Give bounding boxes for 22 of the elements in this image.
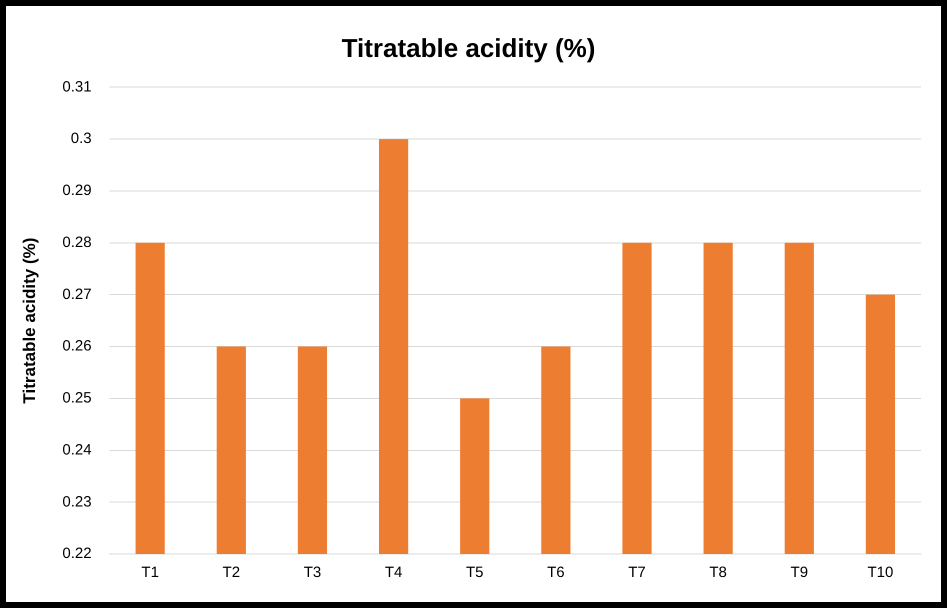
x-tick-label: T2	[222, 564, 240, 582]
y-tick-label: 0.24	[62, 441, 92, 458]
y-tick-label: 0.29	[62, 182, 92, 200]
y-tick-label: 0.27	[62, 286, 92, 303]
y-tick-label: 0.23	[62, 493, 92, 510]
y-axis-title: Titratable acidity (%)	[20, 238, 39, 404]
x-tick-label: T6	[547, 564, 565, 582]
y-tick-label: 0.28	[62, 234, 92, 251]
x-tick-label: T9	[790, 564, 808, 582]
x-tick-label: T10	[868, 564, 894, 582]
x-tick-label: T3	[304, 564, 322, 582]
y-tick-label: 0.3	[70, 130, 92, 148]
y-tick-label: 0.25	[62, 390, 92, 407]
y-tick-label: 0.26	[62, 338, 92, 355]
x-tick-label: T1	[141, 564, 159, 582]
y-tick-label: 0.22	[62, 545, 92, 562]
x-tick-label: T5	[466, 564, 484, 582]
x-tick-label: T7	[628, 564, 646, 582]
x-tick-label: T8	[709, 564, 727, 582]
y-tick-label: 0.31	[62, 78, 92, 96]
chart-title: Titratable acidity (%)	[342, 32, 596, 63]
x-tick-label: T4	[384, 564, 402, 582]
